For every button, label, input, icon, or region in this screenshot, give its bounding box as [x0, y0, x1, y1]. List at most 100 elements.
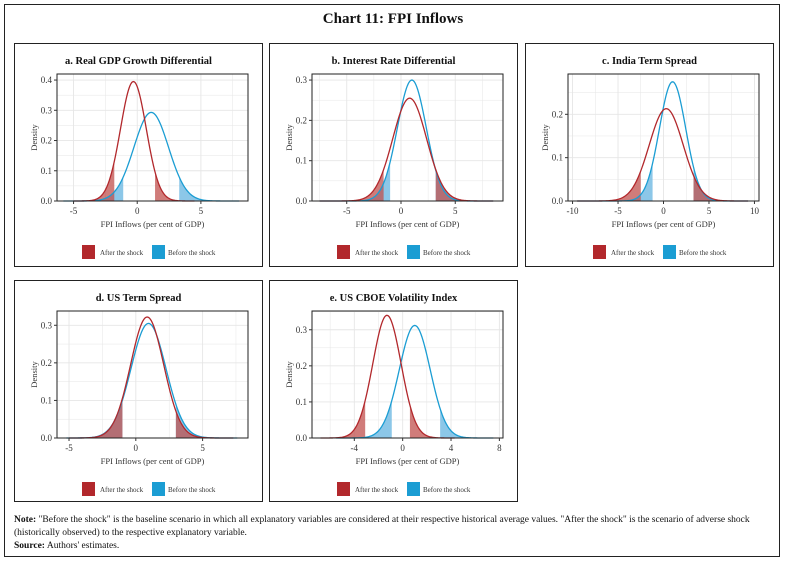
- legend-label-after: After the shock: [611, 249, 655, 257]
- panel-us-term-spread: d. US Term Spread -5 0 5 0.0 0.1 0.2 0.3 FPI Inf…: [14, 280, 263, 502]
- y-axis-label: Density: [29, 361, 39, 388]
- x-tick-label: 0: [399, 206, 404, 216]
- legend-swatch-before: [407, 245, 420, 259]
- legend-label-before: Before the shock: [423, 486, 471, 494]
- y-tick-label: 0.1: [41, 395, 52, 405]
- chart-svg: b. Interest Rate Differential -5 0 5 0.0 0.1 0…: [284, 56, 504, 259]
- after-left-tail-shade: [320, 400, 366, 438]
- legend-label-after: After the shock: [100, 249, 144, 257]
- x-tick-label: 0: [135, 206, 140, 216]
- legend: After the shock Before the shock: [82, 482, 216, 496]
- plot-area: [57, 74, 248, 201]
- source-label: Source:: [14, 541, 45, 551]
- x-tick-label: -5: [614, 206, 622, 216]
- chart-title: c. India Term Spread: [602, 56, 697, 67]
- x-tick-label: -10: [567, 206, 579, 216]
- after-density-line: [73, 80, 195, 202]
- y-tick-label: 0.3: [296, 75, 308, 85]
- legend-label-after: After the shock: [100, 486, 144, 494]
- note-label: Note:: [14, 515, 37, 525]
- legend-swatch-after: [337, 482, 350, 496]
- chart-svg: d. US Term Spread -5 0 5 0.0 0.1 0.2 0.3 FPI Inf…: [29, 293, 249, 496]
- x-tick-label: 5: [199, 206, 204, 216]
- main-title: Chart 11: FPI Inflows: [322, 11, 464, 27]
- y-tick-label: 0.0: [552, 196, 564, 206]
- after-left-tail-shade: [319, 169, 384, 201]
- chart-svg: a. Real GDP Growth Differential -5 0 5 0.0 0.…: [29, 56, 249, 259]
- y-tick-label: 0.2: [41, 136, 52, 146]
- legend-label-after: After the shock: [355, 249, 399, 257]
- legend-label-before: Before the shock: [168, 486, 216, 494]
- after-right-tail-shade: [175, 411, 234, 438]
- plot-border: [311, 73, 504, 202]
- panel-us-cboe-volatility-index: e. US CBOE Volatility Index -4 0 4 8 0.0 0.1 0.…: [269, 280, 518, 502]
- chart-title: d. US Term Spread: [96, 293, 182, 304]
- plot-border: [56, 310, 249, 439]
- x-tick-label: -5: [65, 443, 73, 453]
- y-axis-label: Density: [540, 124, 550, 151]
- chart-svg: e. US CBOE Volatility Index -4 0 4 8 0.0 0.1 0.…: [284, 293, 504, 496]
- y-tick-label: 0.0: [296, 196, 308, 206]
- x-tick-label: 5: [200, 443, 205, 453]
- y-tick-label: 0.0: [41, 433, 53, 443]
- note-text: "Before the shock" is the baseline scena…: [14, 515, 750, 538]
- after-left-tail-shade: [69, 398, 123, 438]
- x-tick-label: 0: [400, 443, 405, 453]
- legend-swatch-after: [82, 482, 95, 496]
- y-tick-label: 0.1: [296, 156, 307, 166]
- y-axis-label: Density: [29, 124, 39, 151]
- legend-label-after: After the shock: [355, 486, 399, 494]
- y-tick-label: 0.0: [296, 433, 308, 443]
- x-axis-label: FPI Inflows (per cent of GDP): [356, 456, 460, 466]
- plot-border: [56, 73, 249, 202]
- before-left-tail-shade: [577, 163, 653, 201]
- plot-area: [312, 311, 503, 438]
- x-tick-label: 0: [134, 443, 139, 453]
- legend-swatch-before: [152, 245, 165, 259]
- y-tick-label: 0.1: [552, 153, 563, 163]
- plot-border: [311, 310, 504, 439]
- after-density-line: [320, 314, 455, 439]
- x-axis-label: FPI Inflows (per cent of GDP): [101, 456, 205, 466]
- y-tick-label: 0.3: [41, 105, 53, 115]
- before-right-tail-shade: [440, 408, 494, 438]
- legend-swatch-after: [593, 245, 606, 259]
- x-tick-label: 5: [453, 206, 458, 216]
- panel-interest-rate-differential: b. Interest Rate Differential -5 0 5 0.0 0.1 0…: [269, 43, 518, 267]
- legend: After the shock Before the shock: [337, 245, 471, 259]
- source-text: Authors' estimates.: [46, 541, 120, 551]
- legend-label-before: Before the shock: [679, 249, 727, 257]
- y-tick-label: 0.4: [41, 75, 53, 85]
- x-tick-label: 0: [661, 206, 666, 216]
- x-axis-label: FPI Inflows (per cent of GDP): [101, 219, 205, 229]
- x-tick-label: 8: [497, 443, 502, 453]
- note: Note: "Before the shock" is the baseline…: [14, 514, 774, 553]
- chart-title: a. Real GDP Growth Differential: [65, 56, 212, 67]
- panel-india-term-spread: c. India Term Spread -10 -5 0 5 10 0.0 0.1 0.2 FP…: [525, 43, 774, 267]
- y-tick-label: 0.3: [41, 320, 53, 330]
- legend: After the shock Before the shock: [593, 245, 727, 259]
- legend-swatch-before: [152, 482, 165, 496]
- legend-label-before: Before the shock: [423, 249, 471, 257]
- y-axis-label: Density: [284, 361, 294, 388]
- y-tick-label: 0.2: [41, 358, 52, 368]
- y-tick-label: 0.1: [296, 397, 307, 407]
- legend-swatch-before: [407, 482, 420, 496]
- chart-frame: [4, 4, 780, 557]
- y-axis-label: Density: [284, 124, 294, 151]
- legend-label-before: Before the shock: [168, 249, 216, 257]
- y-tick-label: 0.2: [296, 361, 307, 371]
- x-axis-label: FPI Inflows (per cent of GDP): [356, 219, 460, 229]
- plot-area: [57, 311, 248, 438]
- x-tick-label: -5: [70, 206, 78, 216]
- after-right-tail-shade: [435, 169, 494, 201]
- chart-title: b. Interest Rate Differential: [332, 56, 456, 67]
- x-tick-label: -4: [351, 443, 359, 453]
- chart-title: e. US CBOE Volatility Index: [330, 293, 458, 304]
- y-tick-label: 0.0: [41, 196, 53, 206]
- legend-swatch-after: [82, 245, 95, 259]
- before-left-tail-shade: [63, 177, 124, 201]
- after-right-tail-shade: [409, 405, 455, 438]
- before-left-tail-shade: [336, 400, 392, 438]
- legend: After the shock Before the shock: [337, 482, 471, 496]
